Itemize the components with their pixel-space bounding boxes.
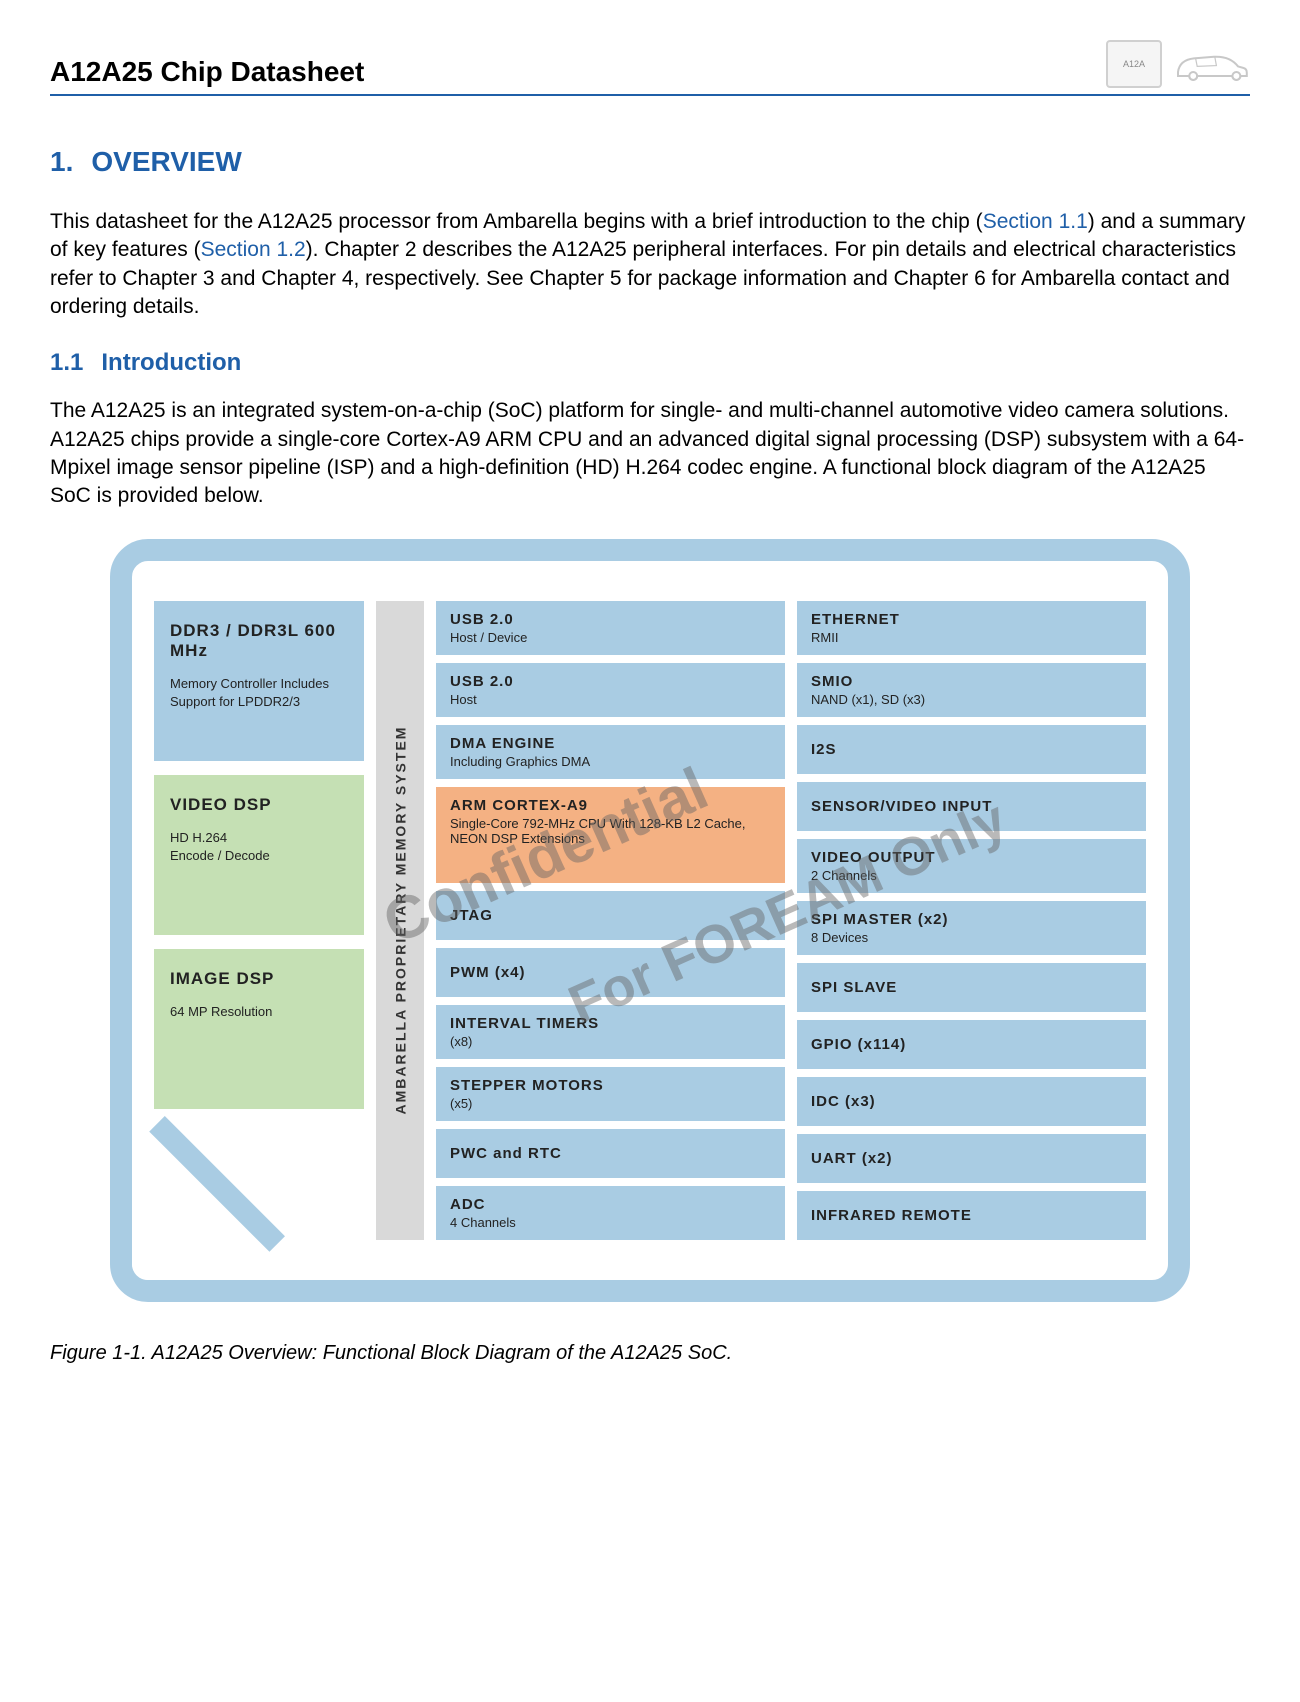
- diagram-col-right: ETHERNET RMII SMIO NAND (x1), SD (x3) I2S SEN…: [797, 601, 1146, 1240]
- mid-block-3-sub: Single-Core 792-MHz CPU With 128-KB L2 C…: [450, 816, 771, 846]
- right-block-4-sub: 2 Channels: [811, 868, 1132, 883]
- section-1-1-title: Introduction: [101, 349, 241, 376]
- right-block-5-sub: 8 Devices: [811, 930, 1132, 945]
- block-diagram: DDR3 / DDR3L 600 MHz Memory Controller I…: [110, 539, 1190, 1302]
- block-ddr: DDR3 / DDR3L 600 MHz Memory Controller I…: [154, 601, 364, 761]
- mid-block-3: ARM CORTEX-A9 Single-Core 792-MHz CPU Wit…: [436, 787, 785, 883]
- right-block-3: SENSOR/VIDEO INPUT: [797, 782, 1146, 831]
- mid-block-7-title: STEPPER MOTORS: [450, 1077, 771, 1094]
- mid-block-9-sub: 4 Channels: [450, 1215, 771, 1230]
- mid-block-6-title: INTERVAL TIMERS: [450, 1015, 771, 1032]
- mid-block-0-sub: Host / Device: [450, 630, 771, 645]
- right-block-9-title: UART (x2): [811, 1150, 1132, 1167]
- right-block-1-sub: NAND (x1), SD (x3): [811, 692, 1132, 707]
- mid-block-6-sub: (x8): [450, 1034, 771, 1049]
- figure-caption: Figure 1-1. A12A25 Overview: Functional …: [50, 1342, 1250, 1365]
- right-block-7-title: GPIO (x114): [811, 1036, 1132, 1053]
- section-1-1-heading: 1.1 Introduction: [50, 349, 1250, 377]
- right-block-2-title: I2S: [811, 741, 1132, 758]
- right-block-7: GPIO (x114): [797, 1020, 1146, 1069]
- right-block-8: IDC (x3): [797, 1077, 1146, 1126]
- link-section-1-2[interactable]: Section 1.2: [201, 238, 306, 261]
- mid-block-7: STEPPER MOTORS (x5): [436, 1067, 785, 1121]
- right-block-5: SPI MASTER (x2) 8 Devices: [797, 901, 1146, 955]
- right-block-6-title: SPI SLAVE: [811, 979, 1132, 996]
- link-section-1-1[interactable]: Section 1.1: [983, 210, 1088, 233]
- diagram-grid: DDR3 / DDR3L 600 MHz Memory Controller I…: [154, 601, 1146, 1240]
- right-block-0: ETHERNET RMII: [797, 601, 1146, 655]
- block-memory-system: AMBARELLA PROPRIETARY MEMORY SYSTEM: [376, 601, 424, 1240]
- right-block-4: VIDEO OUTPUT 2 Channels: [797, 839, 1146, 893]
- mid-block-8-title: PWC and RTC: [450, 1145, 771, 1162]
- right-block-8-title: IDC (x3): [811, 1093, 1132, 1110]
- mid-block-1-title: USB 2.0: [450, 673, 771, 690]
- mid-block-0-title: USB 2.0: [450, 611, 771, 628]
- right-block-9: UART (x2): [797, 1134, 1146, 1183]
- overview-text-1: This datasheet for the A12A25 processor …: [50, 210, 983, 233]
- section-1-title: OVERVIEW: [91, 146, 241, 177]
- chip-icon-label: A12A: [1123, 59, 1145, 69]
- right-block-1: SMIO NAND (x1), SD (x3): [797, 663, 1146, 717]
- introduction-paragraph: The A12A25 is an integrated system-on-a-…: [50, 397, 1250, 510]
- right-block-4-title: VIDEO OUTPUT: [811, 849, 1132, 866]
- diagram-frame: DDR3 / DDR3L 600 MHz Memory Controller I…: [110, 539, 1190, 1302]
- mid-block-4-title: JTAG: [450, 907, 771, 924]
- page-header: A12A25 Chip Datasheet A12A: [50, 40, 1250, 96]
- mid-block-2-title: DMA ENGINE: [450, 735, 771, 752]
- memory-system-label: AMBARELLA PROPRIETARY MEMORY SYSTEM: [392, 726, 408, 1115]
- diagram-col-left: DDR3 / DDR3L 600 MHz Memory Controller I…: [154, 601, 364, 1240]
- block-video-dsp-sub: HD H.264 Encode / Decode: [170, 829, 348, 865]
- section-1-1-number: 1.1: [50, 349, 83, 376]
- right-block-3-title: SENSOR/VIDEO INPUT: [811, 798, 1132, 815]
- right-block-5-title: SPI MASTER (x2): [811, 911, 1132, 928]
- mid-block-8: PWC and RTC: [436, 1129, 785, 1178]
- right-block-0-sub: RMII: [811, 630, 1132, 645]
- header-icons: A12A: [1106, 40, 1250, 88]
- block-video-dsp-title: VIDEO DSP: [170, 795, 348, 815]
- right-block-6: SPI SLAVE: [797, 963, 1146, 1012]
- mid-block-0: USB 2.0 Host / Device: [436, 601, 785, 655]
- block-ddr-sub: Memory Controller Includes Support for L…: [170, 675, 348, 711]
- mid-block-1-sub: Host: [450, 692, 771, 707]
- chip-icon: A12A: [1106, 40, 1162, 88]
- mid-block-9-title: ADC: [450, 1196, 771, 1213]
- block-ddr-title: DDR3 / DDR3L 600 MHz: [170, 621, 348, 661]
- right-block-2: I2S: [797, 725, 1146, 774]
- section-1-number: 1.: [50, 146, 73, 177]
- block-image-dsp-sub: 64 MP Resolution: [170, 1003, 348, 1021]
- diagram-col-mid: USB 2.0 Host / Device USB 2.0 Host DMA ENGIN…: [436, 601, 785, 1240]
- overview-paragraph: This datasheet for the A12A25 processor …: [50, 208, 1250, 321]
- right-block-1-title: SMIO: [811, 673, 1132, 690]
- right-block-10: INFRARED REMOTE: [797, 1191, 1146, 1240]
- mid-block-2: DMA ENGINE Including Graphics DMA: [436, 725, 785, 779]
- mid-block-9: ADC 4 Channels: [436, 1186, 785, 1240]
- right-block-10-title: INFRARED REMOTE: [811, 1207, 1132, 1224]
- section-1-heading: 1. OVERVIEW: [50, 146, 1250, 178]
- car-icon: [1170, 43, 1250, 85]
- block-video-dsp: VIDEO DSP HD H.264 Encode / Decode: [154, 775, 364, 935]
- mid-block-4: JTAG: [436, 891, 785, 940]
- mid-block-5: PWM (x4): [436, 948, 785, 997]
- mid-block-1: USB 2.0 Host: [436, 663, 785, 717]
- doc-title: A12A25 Chip Datasheet: [50, 56, 364, 88]
- block-image-dsp-title: IMAGE DSP: [170, 969, 348, 989]
- block-image-dsp: IMAGE DSP 64 MP Resolution: [154, 949, 364, 1109]
- right-block-0-title: ETHERNET: [811, 611, 1132, 628]
- mid-block-6: INTERVAL TIMERS (x8): [436, 1005, 785, 1059]
- mid-block-7-sub: (x5): [450, 1096, 771, 1111]
- mid-block-3-title: ARM CORTEX-A9: [450, 797, 771, 814]
- mid-block-2-sub: Including Graphics DMA: [450, 754, 771, 769]
- mid-block-5-title: PWM (x4): [450, 964, 771, 981]
